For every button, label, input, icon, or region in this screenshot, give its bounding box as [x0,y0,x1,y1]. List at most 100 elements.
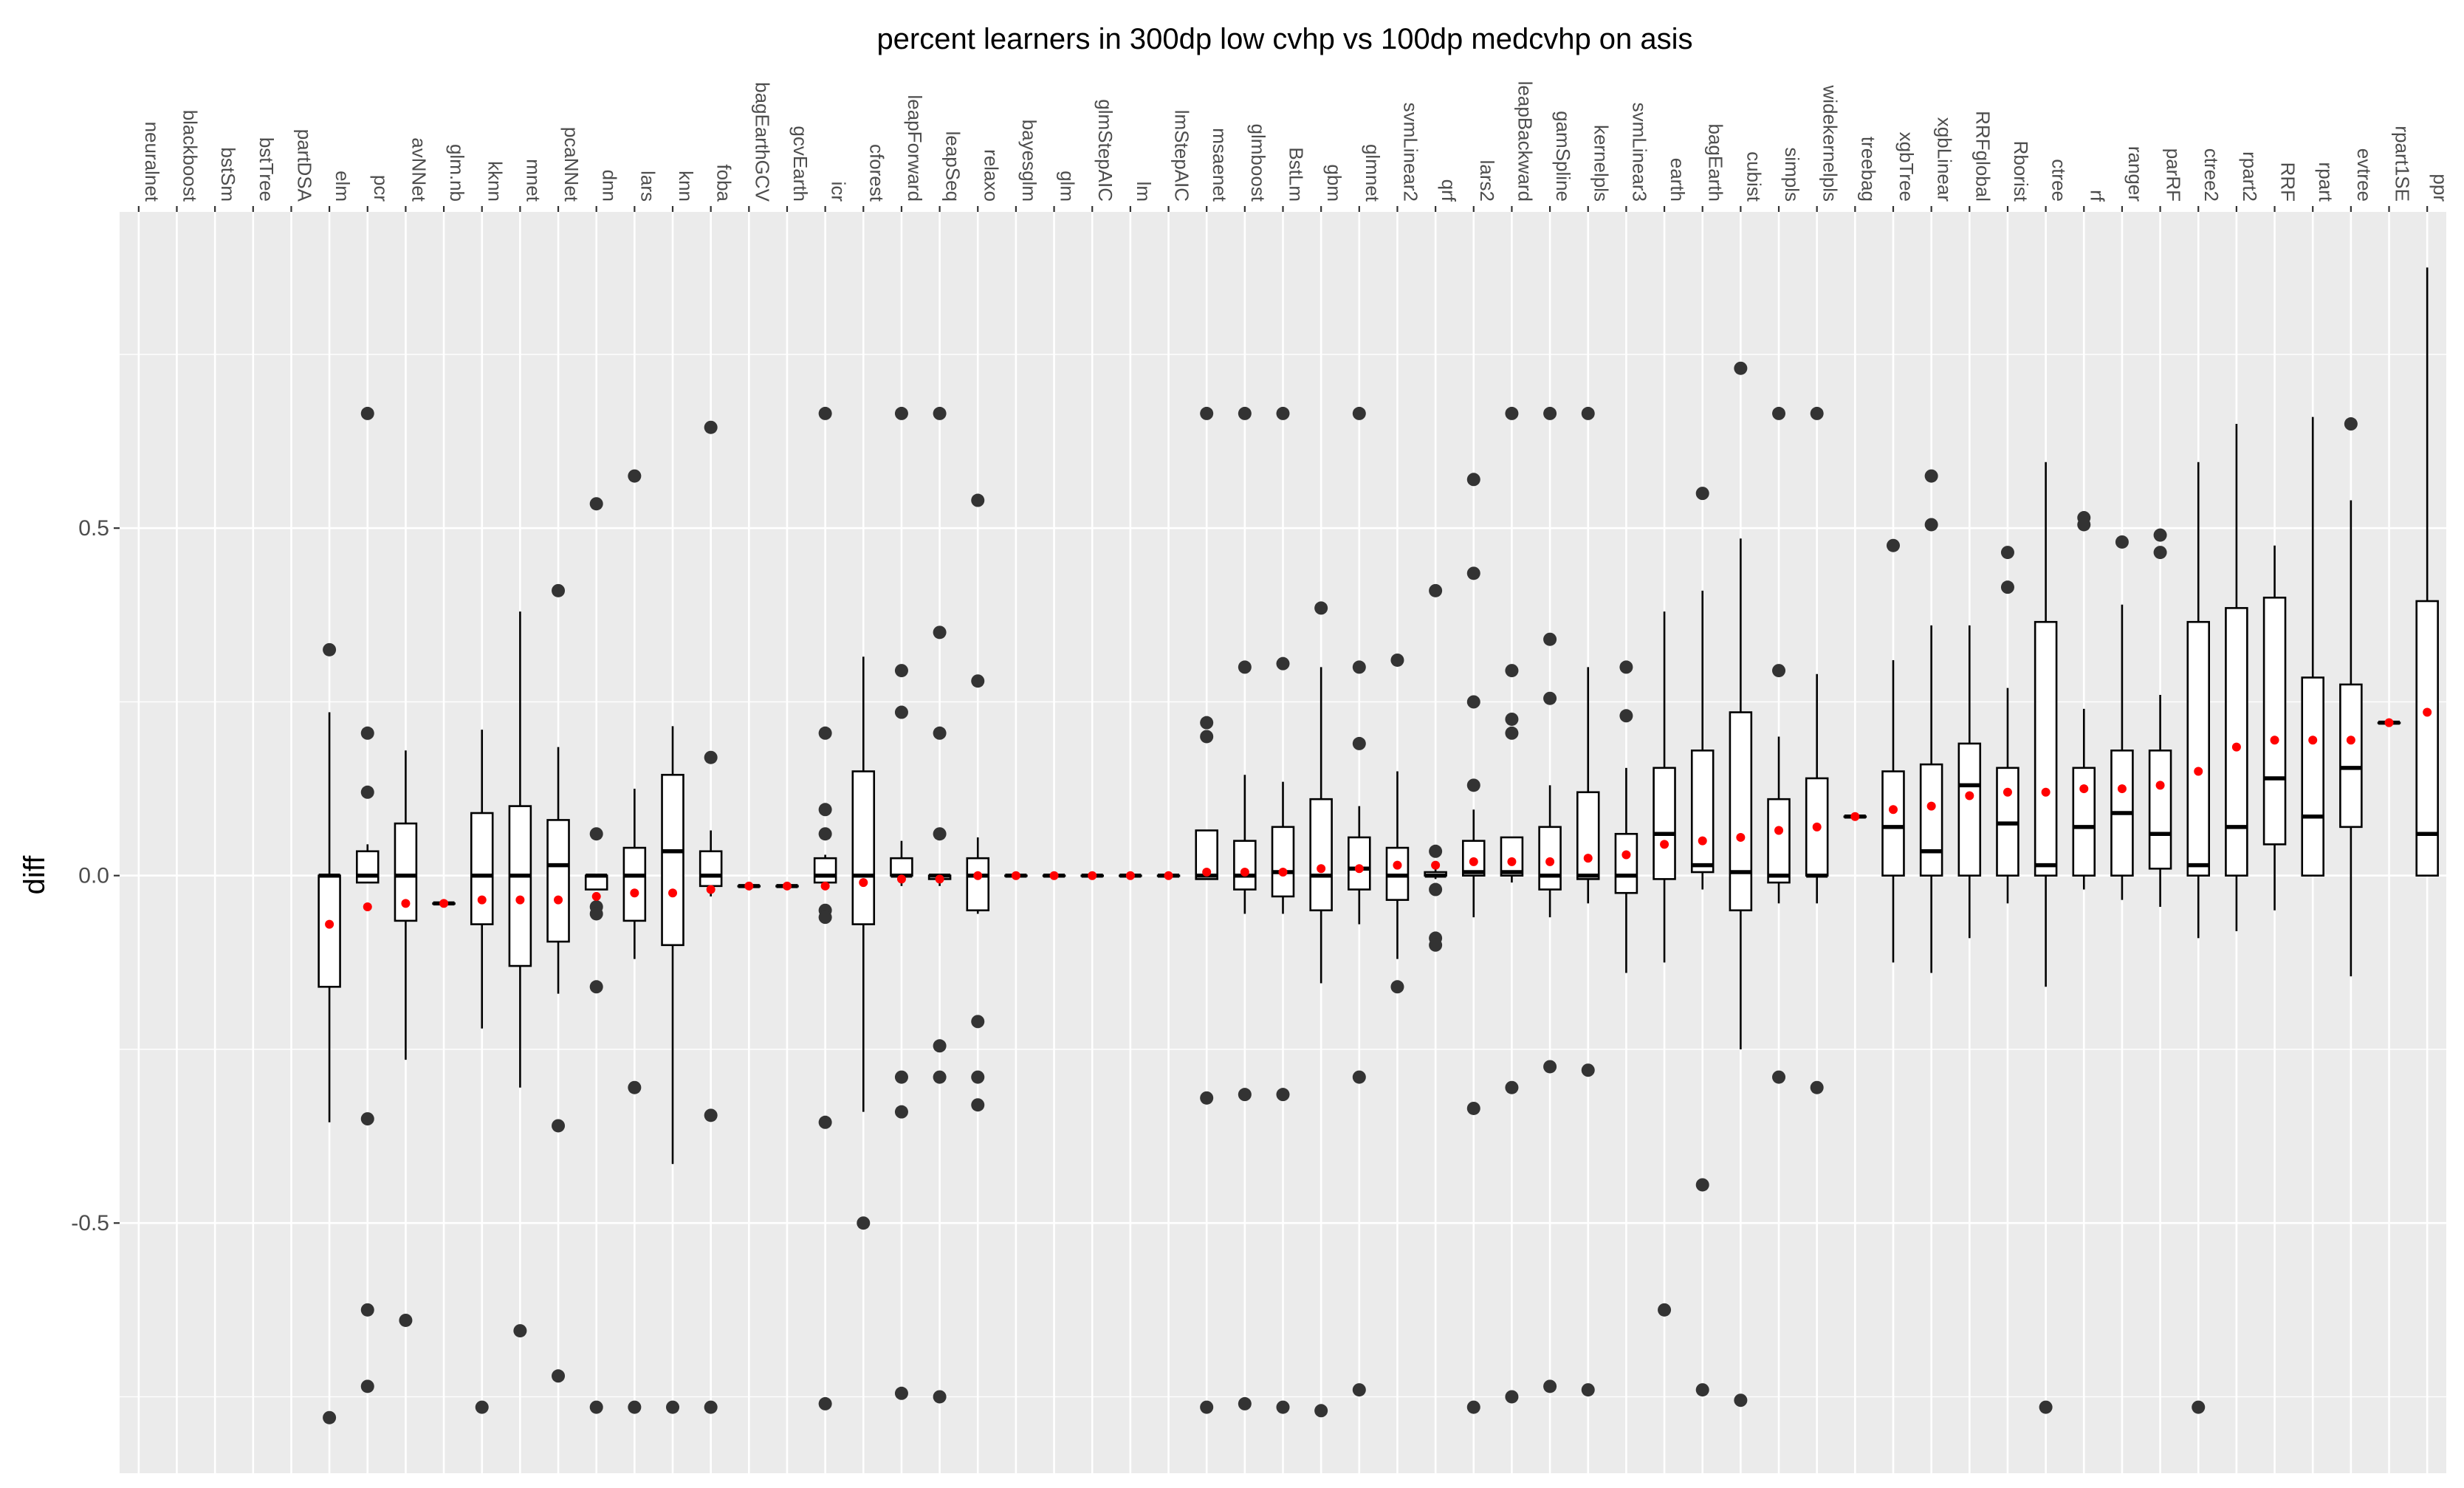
x-tick-label: ctree2 [2200,148,2223,202]
mean-point [668,888,678,898]
outlier-point [1352,406,1366,420]
x-tick-label: bstSm [217,147,239,202]
mean-point [2003,787,2012,797]
mean-point [1049,871,1059,880]
box-leapSeq [927,406,952,1404]
box-iqr [966,857,990,912]
box-mnet [508,611,532,1338]
mean-point [1469,857,1478,866]
outlier-point [933,406,947,420]
box-lmStepAIC [1156,871,1181,880]
x-tick-label: ppr [2429,174,2451,202]
x-tick-label: simpls [1781,147,1803,202]
x-tick-label: bagEarth [1705,123,1727,202]
outlier-point [1429,882,1443,896]
outlier-point [894,705,908,719]
outlier-point [971,674,985,688]
box-iqr [1309,798,1333,912]
outlier-point [666,1400,680,1414]
x-tick-label: widekernelpls [1819,84,1842,202]
outlier-point [894,664,908,678]
mean-point [1698,836,1707,846]
mean-point [820,881,830,891]
mean-point [1202,867,1212,877]
mean-point [1088,871,1097,880]
box-kernelpls [1576,406,1600,1397]
box-iqr [470,812,494,925]
box-iqr [2034,620,2058,877]
x-tick-label: BstLm [1286,147,1308,202]
outlier-point [552,1119,566,1133]
outlier-point [1276,1400,1290,1414]
mean-point [439,899,449,908]
outlier-point [1200,1400,1214,1414]
outlier-point [933,726,947,740]
x-tick-label: lm [1133,182,1155,202]
mean-point [1317,864,1326,874]
box-svmLinear2 [1385,653,1410,994]
box-ranger [2110,535,2134,900]
x-tick-label: rpart2 [2239,151,2261,202]
box-iqr [2148,750,2172,870]
x-tick-label: glmboost [1247,124,1269,202]
box-iqr [1195,829,1218,880]
outlier-point [475,1400,489,1414]
outlier-point [1466,778,1480,792]
outlier-point [1466,1101,1480,1115]
mean-point [1736,832,1746,842]
outlier-point [1581,1383,1595,1397]
x-tick-label: rpart [2315,162,2337,202]
y-axis-labels: -0.5 0.0 0.5 [71,516,109,1235]
box-relaxo [966,493,990,1112]
outlier-point [818,827,832,841]
box-foba [699,420,723,1414]
chart-title: percent learners in 300dp low cvhp vs 10… [876,23,1692,55]
outlier-point [360,785,374,799]
box-iqr [546,819,570,943]
x-tick-label: glmnet [1362,144,1384,202]
outlier-point [589,497,603,511]
box-gamSpline [1538,406,1562,1393]
box-treebag [1843,812,1867,821]
outlier-point [818,803,832,817]
mean-point [1660,840,1669,849]
mean-point [515,895,525,905]
outlier-point [971,1098,985,1112]
mean-point [2079,784,2089,794]
mean-point [1621,850,1631,860]
outlier-point [1505,726,1519,740]
outlier-point [1695,487,1709,501]
outlier-point [894,406,908,420]
mean-point [1774,826,1784,835]
outlier-point [1772,406,1786,420]
x-axis-ticks [137,206,2429,212]
box-iqr [661,773,684,947]
box-glm.nb [432,899,456,908]
box-earth [1653,611,1676,1317]
box-iqr [2225,607,2248,877]
x-tick-label: avNNet [408,137,430,202]
x-tick-label: svmLinear2 [1399,103,1421,202]
mean-point [706,885,715,894]
mean-point [1393,860,1402,870]
x-tick-label: leapForward [904,95,926,202]
mean-point [1431,860,1441,870]
mean-point [1011,871,1020,880]
mean-point [859,878,868,888]
mean-point [477,895,487,905]
outlier-point [933,625,947,640]
mean-point [2423,707,2432,717]
outlier-point [589,1400,603,1414]
outlier-point [1505,1080,1519,1094]
x-tick-label: gcvEarth [789,126,811,202]
mean-point [1926,801,1936,811]
box-bagEarth [1690,487,1715,1397]
outlier-point [704,1400,718,1414]
x-tick-label: partDSA [293,129,315,202]
x-tick-label: lars2 [1476,160,1498,202]
outlier-point [933,1070,947,1084]
box-cforest [851,656,876,1230]
outlier-point [2039,1400,2053,1414]
box-kknn [470,730,494,1414]
x-tick-label: ranger [2124,146,2146,202]
